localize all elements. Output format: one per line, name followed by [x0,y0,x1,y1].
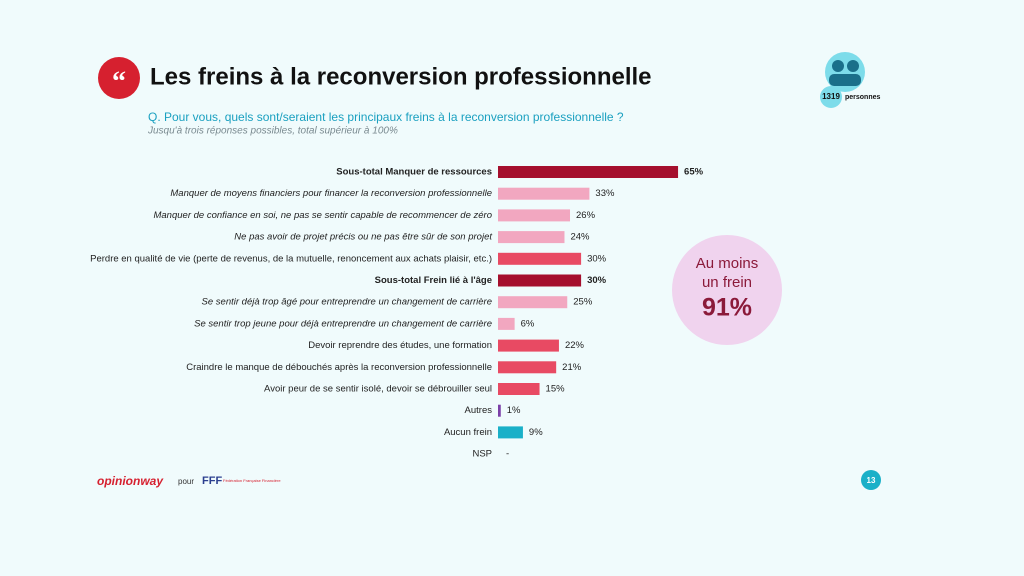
value-label: 30% [587,253,607,264]
value-label: 15% [546,384,566,395]
value-label: 22% [565,340,585,351]
footer-for: pour [178,477,194,486]
bar [498,317,515,330]
value-label: 33% [595,188,615,199]
page-number: 13 [867,476,876,485]
category-label: Devoir reprendre des études, une formati… [308,340,492,351]
bar [498,361,557,374]
bar [498,209,571,222]
bar [498,252,582,265]
value-label: 24% [570,232,590,243]
category-label: Sous-total Manquer de ressources [336,167,492,178]
callout-value: 91% [702,294,752,322]
callout-line: un frein [702,274,752,291]
category-label: Se sentir déjà trop âgé pour entreprendr… [202,297,492,308]
brand: opinionway [97,474,164,488]
callout-line: Au moins [696,255,759,272]
bar [498,187,590,200]
value-label: 9% [529,427,543,438]
person [829,74,861,86]
category-label: Sous-total Frein lié à l'âge [375,275,492,286]
quote-glyph: “ [112,66,126,97]
count-unit: personnes [845,94,881,101]
value-label: 1% [507,405,521,416]
bar [498,231,565,244]
category-label: Aucun frein [444,427,492,438]
value-label: 26% [576,210,596,221]
value-label: 21% [562,362,582,373]
value-label: 6% [521,318,535,329]
partner-name: Fédération Française Financière [223,478,281,483]
person [847,60,859,72]
category-label: Craindre le manque de débouchés après la… [186,362,492,373]
category-label: NSP [472,449,492,460]
value-label: 30% [587,275,607,286]
bar [498,404,501,417]
bar [498,339,559,352]
category-label: Ne pas avoir de projet précis ou ne pas … [234,232,492,243]
question: Q. Pour vous, quels sont/seraient les pr… [148,110,624,124]
category-label: Manquer de confiance en soi, ne pas se s… [153,210,492,221]
bar [498,383,540,395]
bar [498,296,568,309]
category-label: Perdre en qualité de vie (perte de reven… [90,253,492,264]
category-label: Se sentir trop jeune pour déjà entrepren… [194,318,492,329]
page-bubble [861,470,881,490]
bar [498,166,679,178]
value-label: 25% [573,297,593,308]
value-label: - [506,449,509,460]
category-label: Avoir peur de se sentir isolé, devoir se… [264,384,492,395]
category-label: Manquer de moyens financiers pour financ… [170,188,492,199]
bar [498,274,582,287]
bar [498,426,523,439]
quote-icon [98,57,140,99]
person [832,60,844,72]
title: Les freins à la reconversion professionn… [150,63,652,90]
category-label: Autres [465,405,493,416]
value-label: 65% [684,167,704,178]
partner-logo: FFF [202,475,222,487]
count: 1319 [822,92,840,101]
callout-circle [672,235,782,345]
count-bubble [820,86,842,108]
note: Jusqu'à trois réponses possibles, total … [147,126,398,137]
